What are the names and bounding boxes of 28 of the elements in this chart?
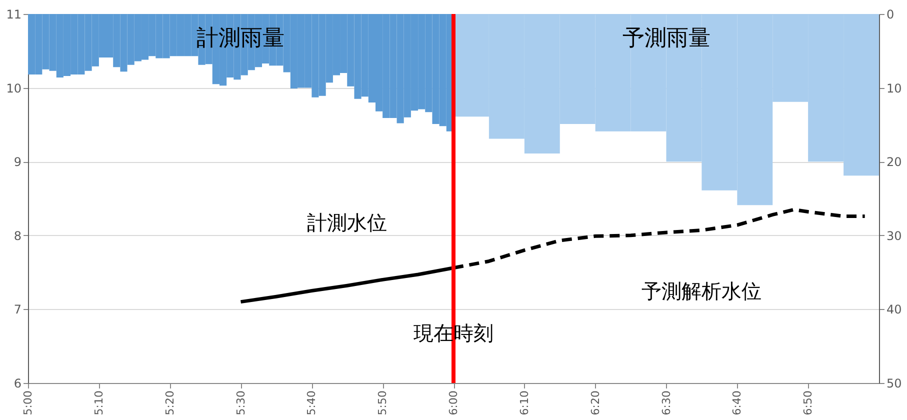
x-tick-label: 5:50 [376, 390, 390, 416]
y2-tick-label: 20 [886, 155, 902, 170]
y-tick-label: 6 [14, 376, 22, 390]
x-tick-label: 6:20 [588, 390, 602, 416]
y-tick-label: 8 [14, 228, 22, 243]
y2-tick-label: 40 [886, 302, 902, 317]
y2-tick-label: 30 [886, 228, 902, 243]
y2-tick-label: 10 [886, 81, 902, 96]
x-tick-label: 5:00 [22, 390, 34, 416]
y-tick-label: 11 [6, 8, 22, 22]
series-label: 予測雨量 [622, 26, 710, 51]
text: 計測水位 [307, 210, 388, 235]
x-tick-label: 6:40 [730, 390, 744, 416]
x-tick-label: 5:30 [234, 390, 248, 416]
x-tick-label: 6:50 [802, 390, 815, 416]
y-tick-label: 7 [14, 302, 22, 317]
text: 予測解析水位 [642, 279, 762, 304]
x-tick-label: 5:20 [163, 390, 176, 416]
x-tick-label: 6:10 [518, 390, 531, 416]
x-tick-label: 5:40 [305, 390, 318, 416]
x-tick-label: 5:10 [92, 390, 106, 416]
series-label: 計測雨量 [196, 26, 285, 51]
y2-tick-label: 0 [886, 8, 894, 22]
y2-tick-label: 50 [886, 376, 902, 390]
y-tick-label: 10 [6, 81, 22, 96]
x-tick-label: 6:00 [447, 390, 460, 416]
x-tick-label: 6:30 [660, 390, 673, 416]
y-tick-label: 9 [14, 155, 22, 170]
